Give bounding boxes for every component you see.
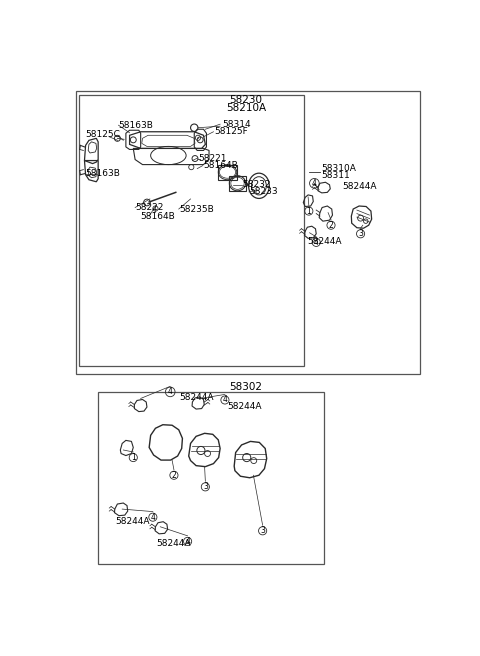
Text: 3: 3 xyxy=(260,526,265,535)
Text: 4: 4 xyxy=(185,537,190,546)
Text: 58244A: 58244A xyxy=(307,237,341,246)
Text: 1: 1 xyxy=(131,453,136,462)
Bar xyxy=(76,91,420,374)
Text: 58244A: 58244A xyxy=(180,394,214,402)
Text: 2: 2 xyxy=(171,471,176,480)
Text: 58310A: 58310A xyxy=(322,164,357,173)
Text: 58230: 58230 xyxy=(229,95,263,105)
Text: 2: 2 xyxy=(329,220,334,230)
Text: 4: 4 xyxy=(312,179,317,188)
Text: 4: 4 xyxy=(150,513,156,522)
Text: 58244A: 58244A xyxy=(115,517,149,526)
Text: 3: 3 xyxy=(358,230,363,238)
Bar xyxy=(98,392,324,564)
Text: 58233: 58233 xyxy=(250,188,278,196)
Text: 4: 4 xyxy=(314,238,319,247)
Text: 58163B: 58163B xyxy=(119,121,154,130)
Text: 58163B: 58163B xyxy=(85,169,120,178)
Text: 58125F: 58125F xyxy=(215,127,248,136)
Text: 58164B: 58164B xyxy=(141,212,175,220)
Text: 3: 3 xyxy=(203,482,208,491)
Text: 4: 4 xyxy=(223,396,228,405)
Text: 58244A: 58244A xyxy=(228,401,262,411)
Text: 58244A: 58244A xyxy=(342,182,377,192)
Bar xyxy=(79,95,304,365)
Text: 58235B: 58235B xyxy=(180,205,214,214)
Text: 58221: 58221 xyxy=(198,154,227,163)
Text: 58314: 58314 xyxy=(222,119,251,129)
Text: 58222: 58222 xyxy=(135,203,164,212)
Text: 58164B: 58164B xyxy=(204,161,238,170)
Text: 58302: 58302 xyxy=(229,382,263,392)
Text: 58125C: 58125C xyxy=(85,131,120,139)
Text: 58232: 58232 xyxy=(242,180,271,190)
Text: 58311: 58311 xyxy=(322,171,350,180)
Text: 4: 4 xyxy=(168,388,173,396)
Text: 58244A: 58244A xyxy=(156,539,191,548)
Text: 58210A: 58210A xyxy=(226,102,266,113)
Text: 1: 1 xyxy=(306,207,311,216)
